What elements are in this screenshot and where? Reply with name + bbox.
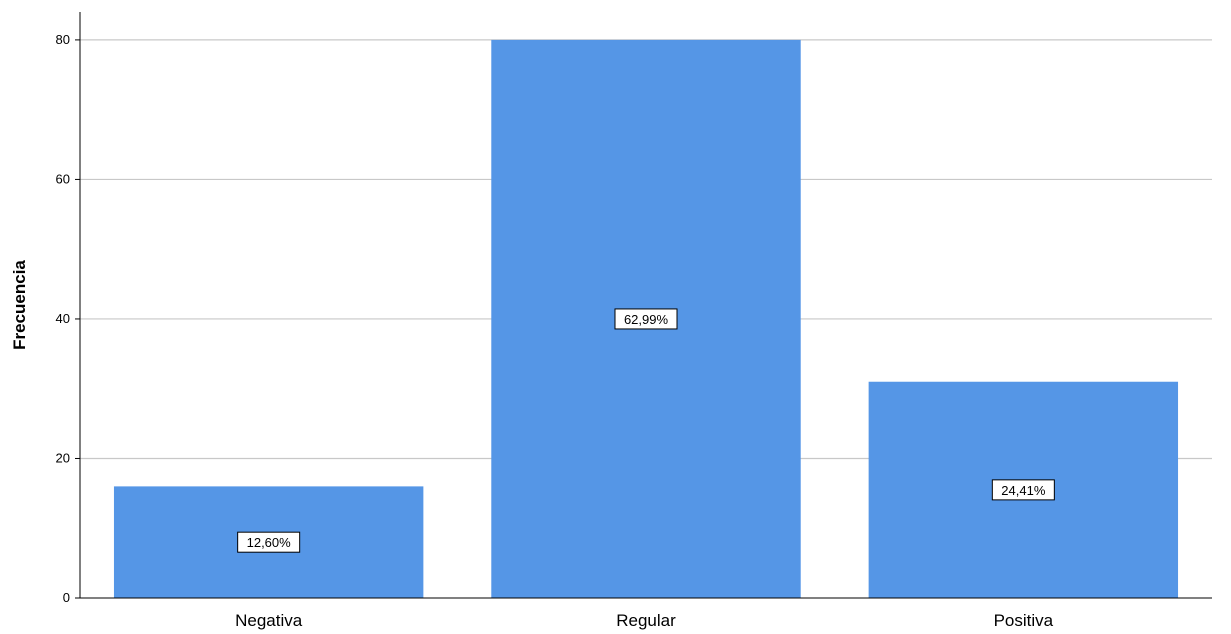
y-tick-labels: 0 20 40 60 80	[56, 32, 80, 605]
data-label-positiva: 24,41%	[991, 479, 1055, 501]
y-tick-label: 20	[56, 450, 70, 465]
data-label-text: 12,60%	[247, 535, 292, 550]
x-tick-labels: Negativa Regular Positiva	[235, 611, 1054, 630]
axes	[79, 12, 1212, 599]
data-labels: 12,60% 62,99% 24,41%	[237, 308, 1055, 553]
data-label-box	[614, 308, 678, 330]
data-label-box	[991, 479, 1055, 501]
data-label-regular: 62,99%	[614, 308, 678, 330]
data-label-box	[237, 531, 301, 553]
x-tick-label: Positiva	[994, 611, 1054, 630]
y-tick-label: 0	[63, 590, 70, 605]
y-tick-label: 40	[56, 311, 70, 326]
y-tick-label: 80	[56, 32, 70, 47]
data-label-text: 24,41%	[1001, 483, 1046, 498]
data-label-negativa: 12,60%	[237, 531, 301, 553]
x-tick-label: Negativa	[235, 611, 303, 630]
y-axis-label: Frecuencia	[10, 260, 29, 350]
data-label-text: 62,99%	[624, 312, 669, 327]
y-tick-label: 60	[56, 171, 70, 186]
x-tick-label: Regular	[616, 611, 676, 630]
